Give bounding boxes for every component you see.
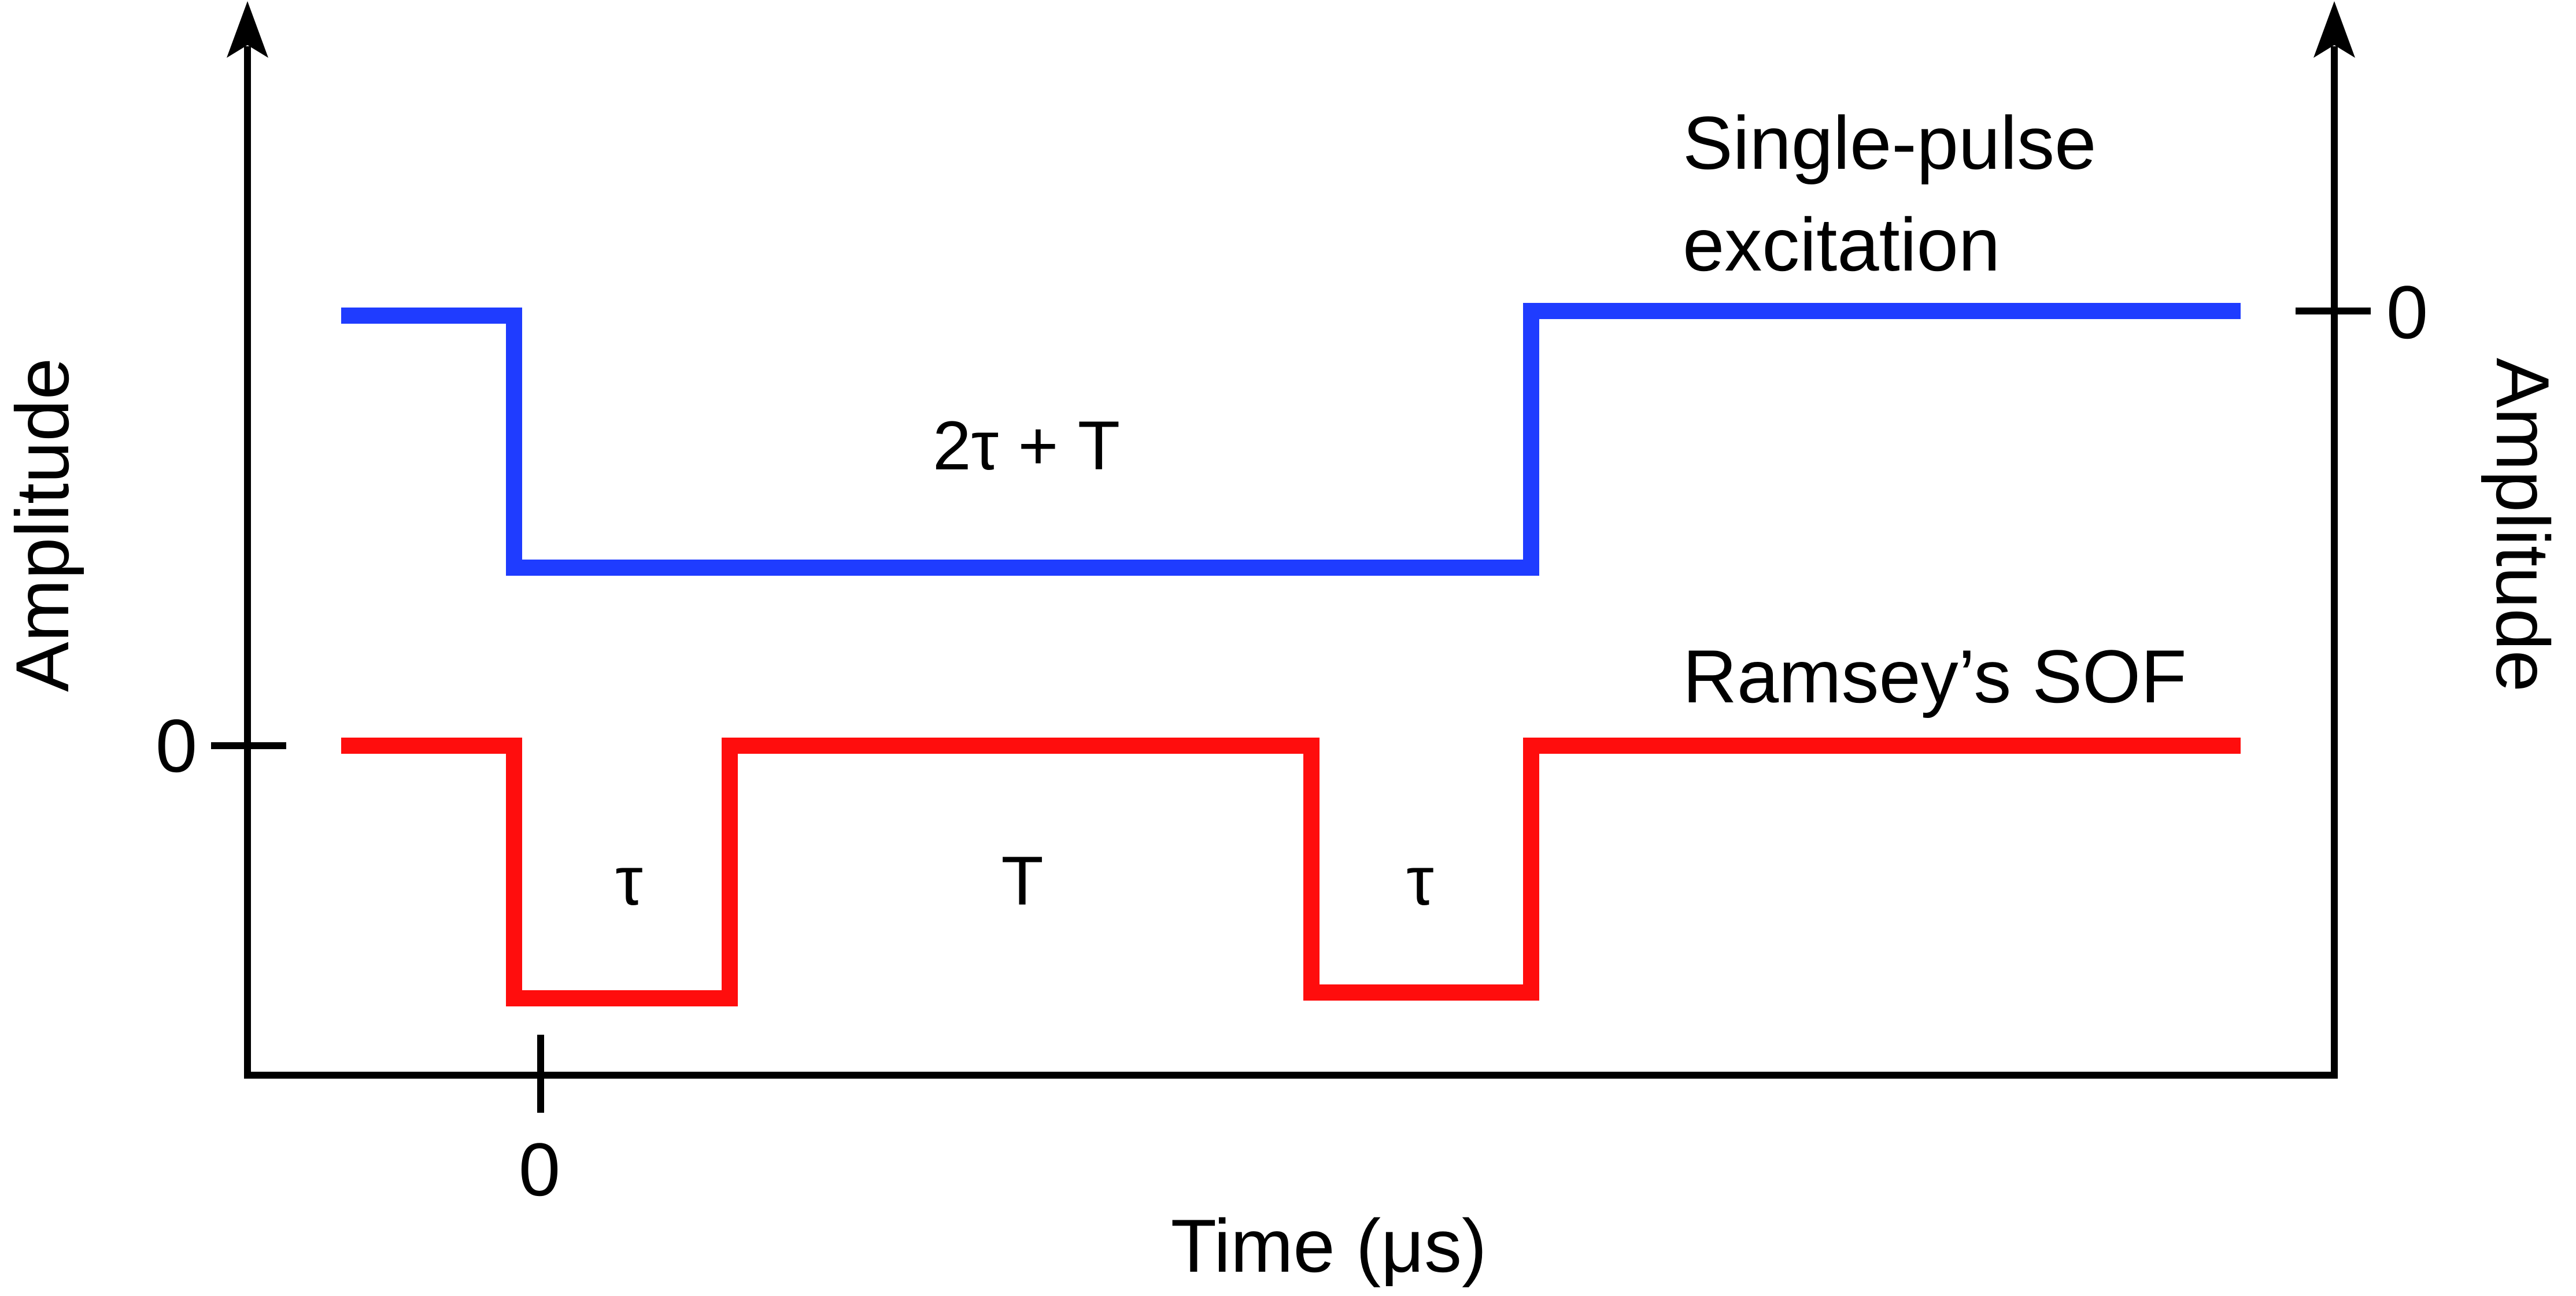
x-zero-label: 0 bbox=[519, 1127, 560, 1212]
left-y-axis-arrow-icon bbox=[227, 1, 268, 58]
single-pulse-label-line1: Single-pulse bbox=[1683, 101, 2096, 185]
right-y-axis-arrow-icon bbox=[2313, 1, 2355, 58]
ramsey-sof-trace bbox=[341, 738, 2241, 1006]
left-axis-label: Amplitude bbox=[0, 358, 84, 692]
single-pulse-label-line2: excitation bbox=[1683, 202, 2000, 287]
single-pulse-trace bbox=[341, 303, 2241, 576]
ramsey-gap-label: T bbox=[1001, 842, 1043, 920]
x-axis-label: Time (μs) bbox=[1171, 1204, 1487, 1288]
ramsey-pulse2-label: τ bbox=[1406, 842, 1433, 920]
ramsey-pulse1-label: τ bbox=[615, 842, 642, 920]
right-axis-label: Amplitude bbox=[2481, 358, 2565, 692]
single-pulse-duration-label: 2τ + T bbox=[933, 407, 1120, 484]
right-zero-label: 0 bbox=[2386, 270, 2428, 354]
ramsey-sof-label: Ramsey’s SOF bbox=[1683, 634, 2187, 719]
left-zero-label: 0 bbox=[156, 703, 197, 788]
